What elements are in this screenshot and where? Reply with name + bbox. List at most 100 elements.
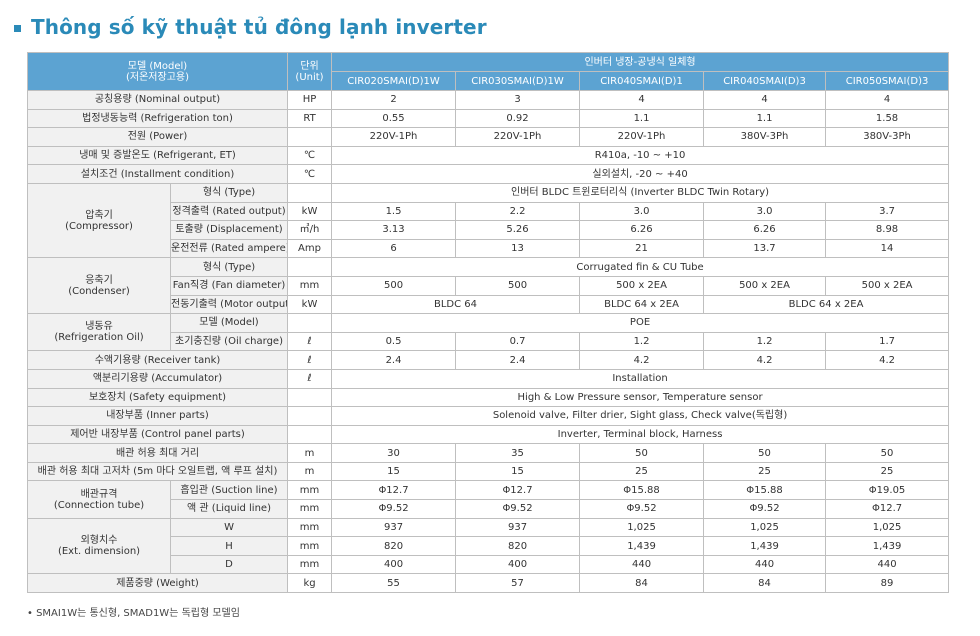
footnote: • SMAI1W는 통신형, SMAD1W는 독립형 모델임 <box>27 608 240 619</box>
value-cell: 0.55 <box>331 108 457 129</box>
unit-cell <box>287 387 333 408</box>
value-cell: 21 <box>579 238 705 259</box>
header-unit: 단위 (Unit) <box>287 52 333 91</box>
value-cell: 440 <box>579 554 705 575</box>
value-cell: 50 <box>703 443 827 463</box>
row-label: 형식 (Type) <box>169 182 289 203</box>
value-cell: Solenoid valve, Filter drier, Sight glas… <box>331 406 950 426</box>
unit-cell: mm <box>287 536 333 556</box>
value-cell: 8.98 <box>825 220 950 240</box>
unit-cell: mm <box>287 554 333 575</box>
row-label: 형식 (Type) <box>169 257 289 277</box>
table-row: 제어반 내장부품 (Control panel parts) Inverter,… <box>26 424 950 445</box>
value-cell: 440 <box>703 554 827 575</box>
value-cell: 4.2 <box>579 350 705 370</box>
unit-cell: ℓ <box>287 350 333 370</box>
table-row: 전동기출력 (Motor output) kW BLDC 64 BLDC 64 … <box>28 294 950 315</box>
value-cell: 4.2 <box>825 350 950 370</box>
value-cell: 4.2 <box>703 350 827 370</box>
unit-cell: kg <box>287 573 333 594</box>
header-model-1: CIR020SMAI(D)1W <box>331 71 457 91</box>
unit-cell: RT <box>287 108 333 129</box>
value-cell: 3.0 <box>579 201 705 222</box>
value-cell: Corrugated fin & CU Tube <box>331 257 950 277</box>
table-row: 액분리기용량 (Accumulator) ℓ Installation <box>26 368 950 389</box>
value-cell: 1,439 <box>825 536 950 556</box>
group-label-condenser: 응축기 (Condenser) <box>27 257 171 315</box>
unit-cell: mm <box>287 517 333 538</box>
value-cell: 55 <box>331 573 457 594</box>
value-cell: 인버터 BLDC 트윈로터리식 (Inverter BLDC Twin Rota… <box>331 182 950 203</box>
value-cell: 220V-1Ph <box>579 127 705 147</box>
row-label: 배관 허용 최대 거리 <box>26 443 289 463</box>
page-title-block: Thông số kỹ thuật tủ đông lạnh inverter <box>14 12 487 42</box>
value-cell: 400 <box>331 554 457 575</box>
value-cell: 0.7 <box>455 331 581 352</box>
row-label: 모델 (Model) <box>169 313 289 333</box>
header-model-4: CIR040SMAI(D)3 <box>703 71 827 91</box>
table-row: H mm 820 820 1,439 1,439 1,439 <box>28 536 950 556</box>
value-cell: 6.26 <box>579 220 705 240</box>
value-cell: 1,025 <box>703 517 827 538</box>
value-cell: Φ12.7 <box>455 480 581 501</box>
value-cell: 937 <box>331 517 457 538</box>
value-cell: 220V-1Ph <box>331 127 457 147</box>
value-cell: 84 <box>579 573 705 594</box>
header-model-3: CIR040SMAI(D)1 <box>579 71 705 91</box>
row-label: 운전전류 (Rated ampere) <box>169 238 289 259</box>
value-cell: 220V-1Ph <box>455 127 581 147</box>
value-cell: 4 <box>703 90 827 110</box>
value-cell: 89 <box>825 573 950 594</box>
unit-cell <box>287 313 333 333</box>
value-cell: 84 <box>703 573 827 594</box>
value-cell: 실외설치, -20 ~ +40 <box>331 164 950 184</box>
table-row: 배관규격 (Connection tube) 흡입관 (Suction line)… <box>27 480 950 519</box>
row-label: 액 관 (Liquid line) <box>169 499 289 519</box>
value-cell: 1.5 <box>331 201 457 222</box>
value-cell: BLDC 64 x 2EA <box>579 294 705 315</box>
unit-cell <box>287 127 333 147</box>
value-cell: 13.7 <box>703 238 827 259</box>
row-label: 보호장치 (Safety equipment) <box>26 387 289 408</box>
unit-cell: m <box>287 443 333 463</box>
row-label: 제어반 내장부품 (Control panel parts) <box>26 424 289 445</box>
value-cell: 820 <box>455 536 581 556</box>
table-row: 보호장치 (Safety equipment) High & Low Press… <box>26 387 950 408</box>
unit-cell: mm <box>287 480 333 501</box>
unit-cell: ㎥/h <box>287 220 333 240</box>
value-cell: Φ9.52 <box>331 499 457 519</box>
table-row: 냉동유 (Refrigeration Oil) 모델 (Model) POE <box>27 313 950 352</box>
table-row: 수액기용량 (Receiver tank) ℓ 2.4 2.4 4.2 4.2 … <box>26 350 950 370</box>
unit-cell: mm <box>287 499 333 519</box>
value-cell: 1.1 <box>703 108 827 129</box>
unit-cell: kW <box>287 201 333 222</box>
row-label: 설치조건 (Installment condition) <box>26 164 289 184</box>
value-cell: Inverter, Terminal block, Harness <box>331 424 950 445</box>
value-cell: Installation <box>331 368 950 389</box>
row-label: W <box>169 517 289 538</box>
value-cell: 50 <box>579 443 705 463</box>
value-cell: 1.1 <box>579 108 705 129</box>
table-row: 설치조건 (Installment condition) ℃ 실외설치, -20… <box>26 164 950 184</box>
table-row: 초기충진량 (Oil charge) ℓ 0.5 0.7 1.2 1.2 1.7 <box>28 331 950 352</box>
value-cell: 820 <box>331 536 457 556</box>
value-cell: 1,439 <box>579 536 705 556</box>
header-group: 인버터 냉장-공냉식 일체형 <box>331 52 950 72</box>
value-cell: 2.4 <box>455 350 581 370</box>
spec-table: 모델 (Model) (저온저장고용) 단위 (Unit) 인버터 냉장-공냉식 일… <box>26 52 950 594</box>
table-row: 전원 (Power) 220V-1Ph 220V-1Ph 220V-1Ph 38… <box>26 127 950 147</box>
group-label-dimension: 외형치수 (Ext. dimension) <box>27 517 171 575</box>
unit-cell: HP <box>287 90 333 110</box>
group-label-tube: 배관규격 (Connection tube) <box>27 480 171 519</box>
value-cell: 500 x 2EA <box>703 275 827 296</box>
value-cell: 500 x 2EA <box>825 275 950 296</box>
row-label: 흡입관 (Suction line) <box>169 480 289 501</box>
value-cell: 13 <box>455 238 581 259</box>
value-cell: Φ12.7 <box>825 499 950 519</box>
table-row: 운전전류 (Rated ampere) Amp 6 13 21 13.7 14 <box>28 238 950 259</box>
row-label: H <box>169 536 289 556</box>
row-label: 정격출력 (Rated output) <box>169 201 289 222</box>
value-cell: 1,025 <box>579 517 705 538</box>
row-label: 냉매 및 증발온도 (Refrigerant, ET) <box>26 145 289 166</box>
table-row: 응축기 (Condenser) 형식 (Type) Corrugated fin … <box>27 257 950 315</box>
